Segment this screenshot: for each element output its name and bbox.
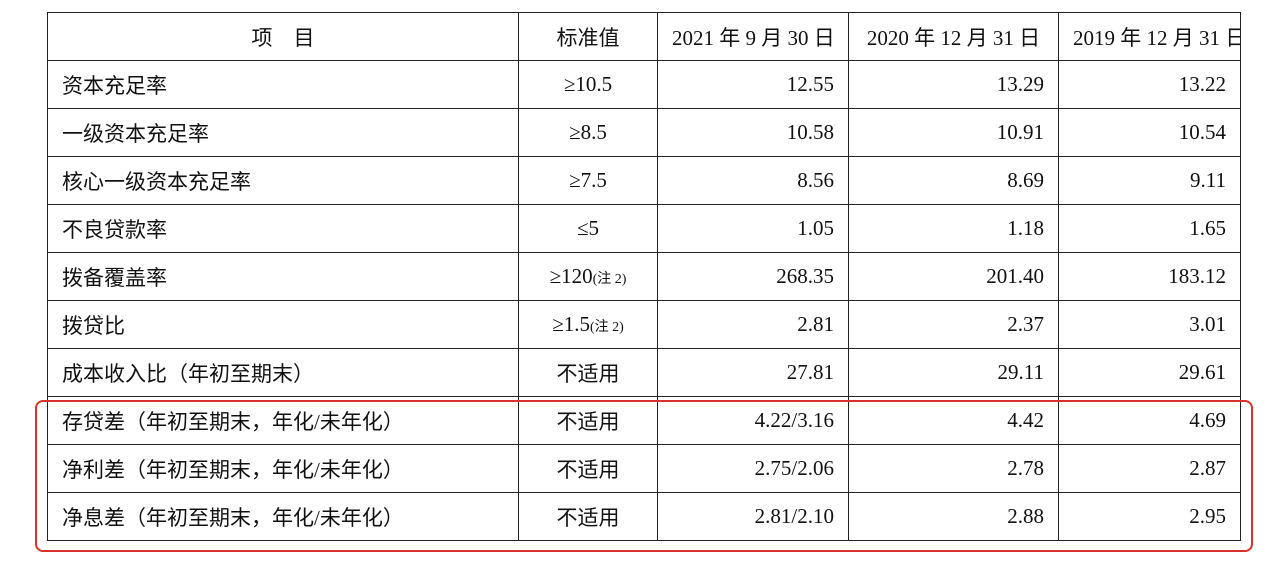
table-row: 净利差（年初至期末，年化/未年化） 不适用 2.75/2.06 2.78 2.87 — [47, 444, 1241, 493]
value-cell: 8.56 — [657, 156, 849, 205]
standard-value: ≥8.5 — [569, 120, 607, 144]
value-cell: 1.18 — [848, 204, 1059, 253]
standard-value: ≥120 — [549, 264, 593, 288]
table-row: 拨备覆盖率 ≥120(注 2) 268.35 201.40 183.12 — [47, 252, 1241, 301]
item-cell: 一级资本充足率 — [47, 108, 519, 157]
value-cell: 4.42 — [848, 396, 1059, 445]
value-cell: 2.95 — [1058, 492, 1241, 541]
value-cell: 201.40 — [848, 252, 1059, 301]
value-cell: 2.81 — [657, 300, 849, 349]
item-cell: 不良贷款率 — [47, 204, 519, 253]
value-cell: 2.78 — [848, 444, 1059, 493]
standard-cell: ≥7.5 — [518, 156, 658, 205]
value-cell: 10.54 — [1058, 108, 1241, 157]
item-cell: 净利差（年初至期末，年化/未年化） — [47, 444, 519, 493]
table-row: 拨贷比 ≥1.5(注 2) 2.81 2.37 3.01 — [47, 300, 1241, 349]
table-row: 一级资本充足率 ≥8.5 10.58 10.91 10.54 — [47, 108, 1241, 157]
value-cell: 29.61 — [1058, 348, 1241, 397]
standard-cell: ≥1.5(注 2) — [518, 300, 658, 349]
value-cell: 1.05 — [657, 204, 849, 253]
value-cell: 4.22/3.16 — [657, 396, 849, 445]
standard-cell: ≥8.5 — [518, 108, 658, 157]
value-cell: 268.35 — [657, 252, 849, 301]
value-cell: 12.55 — [657, 60, 849, 109]
standard-cell: ≥10.5 — [518, 60, 658, 109]
value-cell: 13.29 — [848, 60, 1059, 109]
header-cell: 项 目 — [47, 12, 519, 61]
table-row: 净息差（年初至期末，年化/未年化） 不适用 2.81/2.10 2.88 2.95 — [47, 492, 1241, 541]
header-cell: 标准值 — [518, 12, 658, 61]
value-cell: 2.75/2.06 — [657, 444, 849, 493]
value-cell: 29.11 — [848, 348, 1059, 397]
standard-note: (注 2) — [592, 272, 627, 287]
standard-value: ≥1.5 — [552, 312, 590, 336]
table-body: 项 目 标准值 2021 年 9 月 30 日 2020 年 12 月 31 日… — [47, 12, 1241, 541]
value-cell: 1.65 — [1058, 204, 1241, 253]
standard-value: ≥7.5 — [569, 168, 607, 192]
table-row: 核心一级资本充足率 ≥7.5 8.56 8.69 9.11 — [47, 156, 1241, 205]
table-row: 不良贷款率 ≤5 1.05 1.18 1.65 — [47, 204, 1241, 253]
value-cell: 2.88 — [848, 492, 1059, 541]
header-cell: 2020 年 12 月 31 日 — [848, 12, 1059, 61]
value-cell: 10.58 — [657, 108, 849, 157]
header-cell: 2019 年 12 月 31 日 — [1058, 12, 1241, 61]
table-row: 资本充足率 ≥10.5 12.55 13.29 13.22 — [47, 60, 1241, 109]
standard-value: 不适用 — [556, 457, 620, 482]
value-cell: 27.81 — [657, 348, 849, 397]
value-cell: 13.22 — [1058, 60, 1241, 109]
standard-cell: 不适用 — [518, 348, 658, 397]
item-cell: 拨备覆盖率 — [47, 252, 519, 301]
header-row: 项 目 标准值 2021 年 9 月 30 日 2020 年 12 月 31 日… — [47, 12, 1241, 61]
item-cell: 拨贷比 — [47, 300, 519, 349]
standard-value: 不适用 — [556, 361, 620, 386]
standard-note: (注 2) — [589, 320, 624, 335]
item-cell: 存贷差（年初至期末，年化/未年化） — [47, 396, 519, 445]
data-table: 项 目 标准值 2021 年 9 月 30 日 2020 年 12 月 31 日… — [47, 12, 1241, 541]
header-cell: 2021 年 9 月 30 日 — [657, 12, 849, 61]
standard-value: ≤5 — [576, 216, 600, 240]
standard-cell: 不适用 — [518, 492, 658, 541]
table-row: 存贷差（年初至期末，年化/未年化） 不适用 4.22/3.16 4.42 4.69 — [47, 396, 1241, 445]
value-cell: 2.81/2.10 — [657, 492, 849, 541]
value-cell: 183.12 — [1058, 252, 1241, 301]
standard-cell: ≤5 — [518, 204, 658, 253]
standard-value: 不适用 — [556, 505, 620, 530]
standard-value: 不适用 — [556, 409, 620, 434]
item-cell: 资本充足率 — [47, 60, 519, 109]
item-cell: 核心一级资本充足率 — [47, 156, 519, 205]
value-cell: 2.87 — [1058, 444, 1241, 493]
value-cell: 2.37 — [848, 300, 1059, 349]
standard-value: ≥10.5 — [563, 72, 613, 96]
value-cell: 10.91 — [848, 108, 1059, 157]
value-cell: 9.11 — [1058, 156, 1241, 205]
value-cell: 3.01 — [1058, 300, 1241, 349]
standard-cell: 不适用 — [518, 444, 658, 493]
table-row: 成本收入比（年初至期末） 不适用 27.81 29.11 29.61 — [47, 348, 1241, 397]
item-cell: 净息差（年初至期末，年化/未年化） — [47, 492, 519, 541]
item-cell: 成本收入比（年初至期末） — [47, 348, 519, 397]
standard-cell: ≥120(注 2) — [518, 252, 658, 301]
standard-cell: 不适用 — [518, 396, 658, 445]
value-cell: 8.69 — [848, 156, 1059, 205]
value-cell: 4.69 — [1058, 396, 1241, 445]
